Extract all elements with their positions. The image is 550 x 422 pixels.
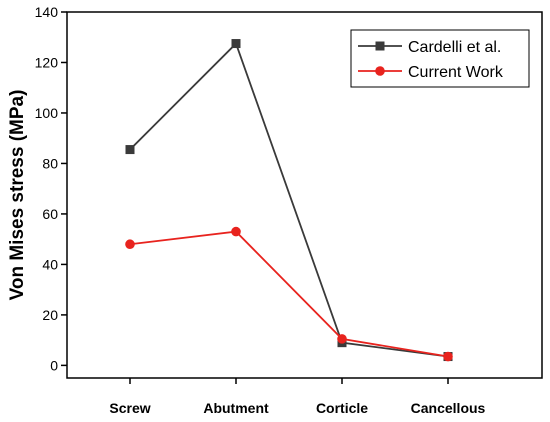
data-point-circle [337, 334, 347, 344]
plot-frame [66, 11, 543, 379]
legend-box [350, 29, 530, 88]
y-axis-title: Von Mises stress (MPa) [7, 90, 28, 301]
data-point-circle [231, 226, 241, 237]
x-category-label: Abutment [203, 400, 269, 416]
legend-label: Cardelli et al. [408, 39, 501, 56]
y-tick-label: 100 [35, 105, 59, 121]
data-point-square [125, 145, 135, 155]
y-tick-label: 60 [42, 206, 58, 222]
x-category-label: Cancellous [411, 400, 486, 416]
series-line [129, 41, 449, 358]
legend: Cardelli et al. Current Work [350, 29, 530, 88]
data-point-square [231, 39, 241, 49]
series-2 [125, 226, 453, 362]
y-tick-label: 80 [42, 155, 58, 171]
x-category-label: Screw [109, 400, 150, 416]
legend-label: Current Work [408, 64, 504, 81]
y-tick-label: 20 [42, 307, 58, 323]
legend-marker-square [375, 41, 385, 51]
data-point-circle [125, 239, 135, 250]
y-tick-label: 120 [35, 54, 59, 70]
data-point-circle [443, 351, 453, 362]
y-tick-label: 140 [35, 4, 59, 20]
y-tick-label: 0 [50, 357, 58, 373]
x-category-label: Corticle [316, 400, 368, 416]
series-line [129, 230, 449, 358]
y-tick-label: 40 [42, 256, 58, 272]
legend-marker-circle [375, 66, 385, 76]
